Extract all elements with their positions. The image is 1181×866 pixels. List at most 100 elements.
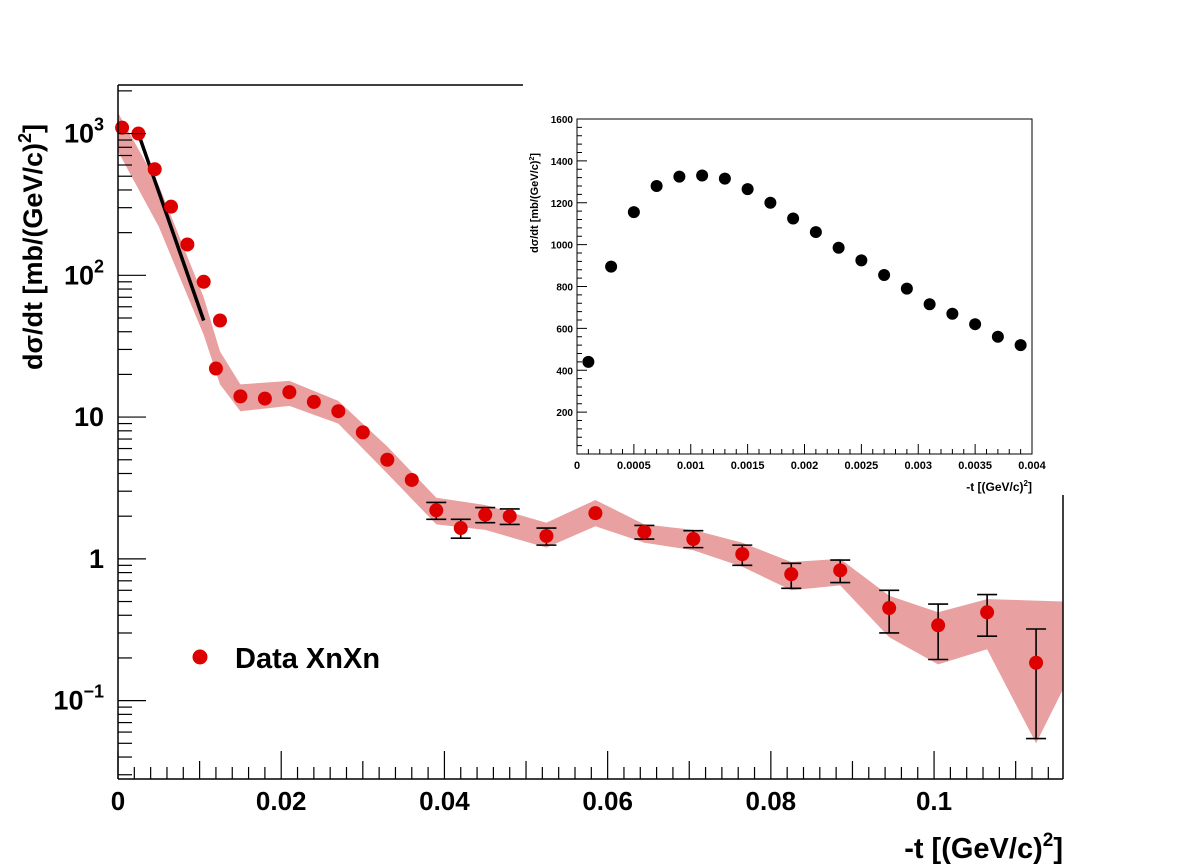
inset-data-point [627,206,640,219]
y-tick-label: 10−1 [53,682,104,716]
inset-data-point [832,241,845,254]
legend: Data XnXn [192,643,380,675]
y-tick-label: 10 [74,402,104,432]
data-point [453,521,468,536]
x-tick-label: 0.02 [256,786,307,816]
data-point [213,313,228,328]
inset-y-tick-label: 800 [556,283,573,294]
data-point [380,452,395,467]
x-tick-label: 0.04 [419,786,470,816]
inset-x-ticks: 0 0.0005 0.001 0.0015 0.002 0.0025 0.003 0.0035… [574,444,1047,472]
inset-x-tick-label: 0.002 [791,460,819,472]
data-point [833,563,848,578]
data-point [429,503,444,518]
data-point [180,237,195,252]
main-x-axis-title: -t [(GeV/c)2] [904,830,1063,865]
data-point [931,618,946,633]
inset-data-point [900,282,913,295]
main-x-ticks: 0 0.02 0.04 0.06 0.08 0.1 [111,751,1049,816]
data-point [196,274,211,289]
main-fit-line-group [136,132,206,322]
inset-data-point [991,330,1004,343]
x-tick-label: 0 [111,786,125,816]
y-tick-label: 1 [89,544,104,574]
legend-label: Data XnXn [235,643,380,675]
inset-y-tick-label: 600 [556,324,573,335]
inset-data-point [946,307,959,320]
inset-y-ticks: 200 400 600 800 1000 1200 1400 1600 [551,115,587,455]
inset-y-tick-label: 1000 [551,241,574,252]
inset-data-points [582,169,1027,368]
inset-data-point [787,212,800,225]
data-point [208,361,223,376]
inset-y-tick-label: 1400 [551,157,574,168]
inset-data-point [718,172,731,185]
data-point [637,524,652,539]
x-tick-label: 0.06 [582,786,633,816]
inset-data-point [605,260,618,273]
data-point [1029,655,1044,670]
data-point [164,199,179,214]
y-tick-label: 103 [64,115,104,149]
legend-marker [192,649,208,665]
inset-x-tick-label: 0.0035 [958,460,992,472]
data-point [404,472,419,487]
data-point [478,507,493,522]
inset-data-point [696,169,709,182]
main-y-axis-title: dσ/dt [mb/(GeV/c)2] [15,124,48,370]
inset-y-tick-label: 1600 [551,115,574,126]
data-point [539,528,554,543]
inset-frame [576,118,1033,455]
data-point [735,547,750,562]
inset-data-point [923,298,936,311]
inset-x-tick-label: 0.0005 [617,460,651,472]
data-point [502,509,517,524]
inset-y-axis-title: dσ/dt [mb/(GeV/c)2] [529,153,541,253]
data-point [588,506,603,521]
data-point [686,532,701,547]
data-point [306,394,321,409]
data-point [784,567,799,582]
inset-data-point [650,180,663,192]
inset-data-point [582,355,595,368]
inset-chart: 0 0.0005 0.001 0.0015 0.002 0.0025 0.003 0.0035… [529,115,1047,494]
inset-y-tick-label: 1200 [551,199,574,210]
data-point [331,404,346,419]
inset-data-point [764,196,777,209]
inset-x-axis-title: -t [(GeV/c)2] [966,479,1032,494]
inset-data-point [809,226,822,239]
inset-y-tick-label: 400 [556,366,573,377]
inset-data-point [1014,339,1027,352]
x-tick-label: 0.1 [916,786,952,816]
inset-x-tick-label: 0.0025 [845,460,879,472]
data-point [233,389,248,404]
inset-data-point [855,254,868,267]
inset-data-point [673,170,686,183]
fit-line [136,132,206,322]
data-point [147,162,162,177]
x-tick-label: 0.08 [746,786,797,816]
data-point [257,391,272,406]
main-uncertainty-band [118,112,1063,744]
data-point [355,425,370,440]
data-point [115,120,130,135]
inset-data-point [969,318,982,331]
inset-data-point [741,183,754,196]
data-point [882,601,897,616]
inset-data-point [878,268,891,281]
inset-x-tick-label: 0.001 [677,460,705,472]
inset-y-tick-label: 200 [556,408,573,419]
error-bar [1026,628,1047,740]
inset-x-tick-label: 0.004 [1018,460,1046,472]
inset-x-tick-label: 0.003 [904,460,932,472]
inset-x-tick-label: 0 [574,460,580,472]
main-data-points [115,120,1044,670]
data-point [282,385,297,400]
data-point [980,605,995,620]
uncertainty-band [118,112,1063,744]
inset-x-tick-label: 0.0015 [731,460,765,472]
y-tick-label: 102 [64,256,104,290]
